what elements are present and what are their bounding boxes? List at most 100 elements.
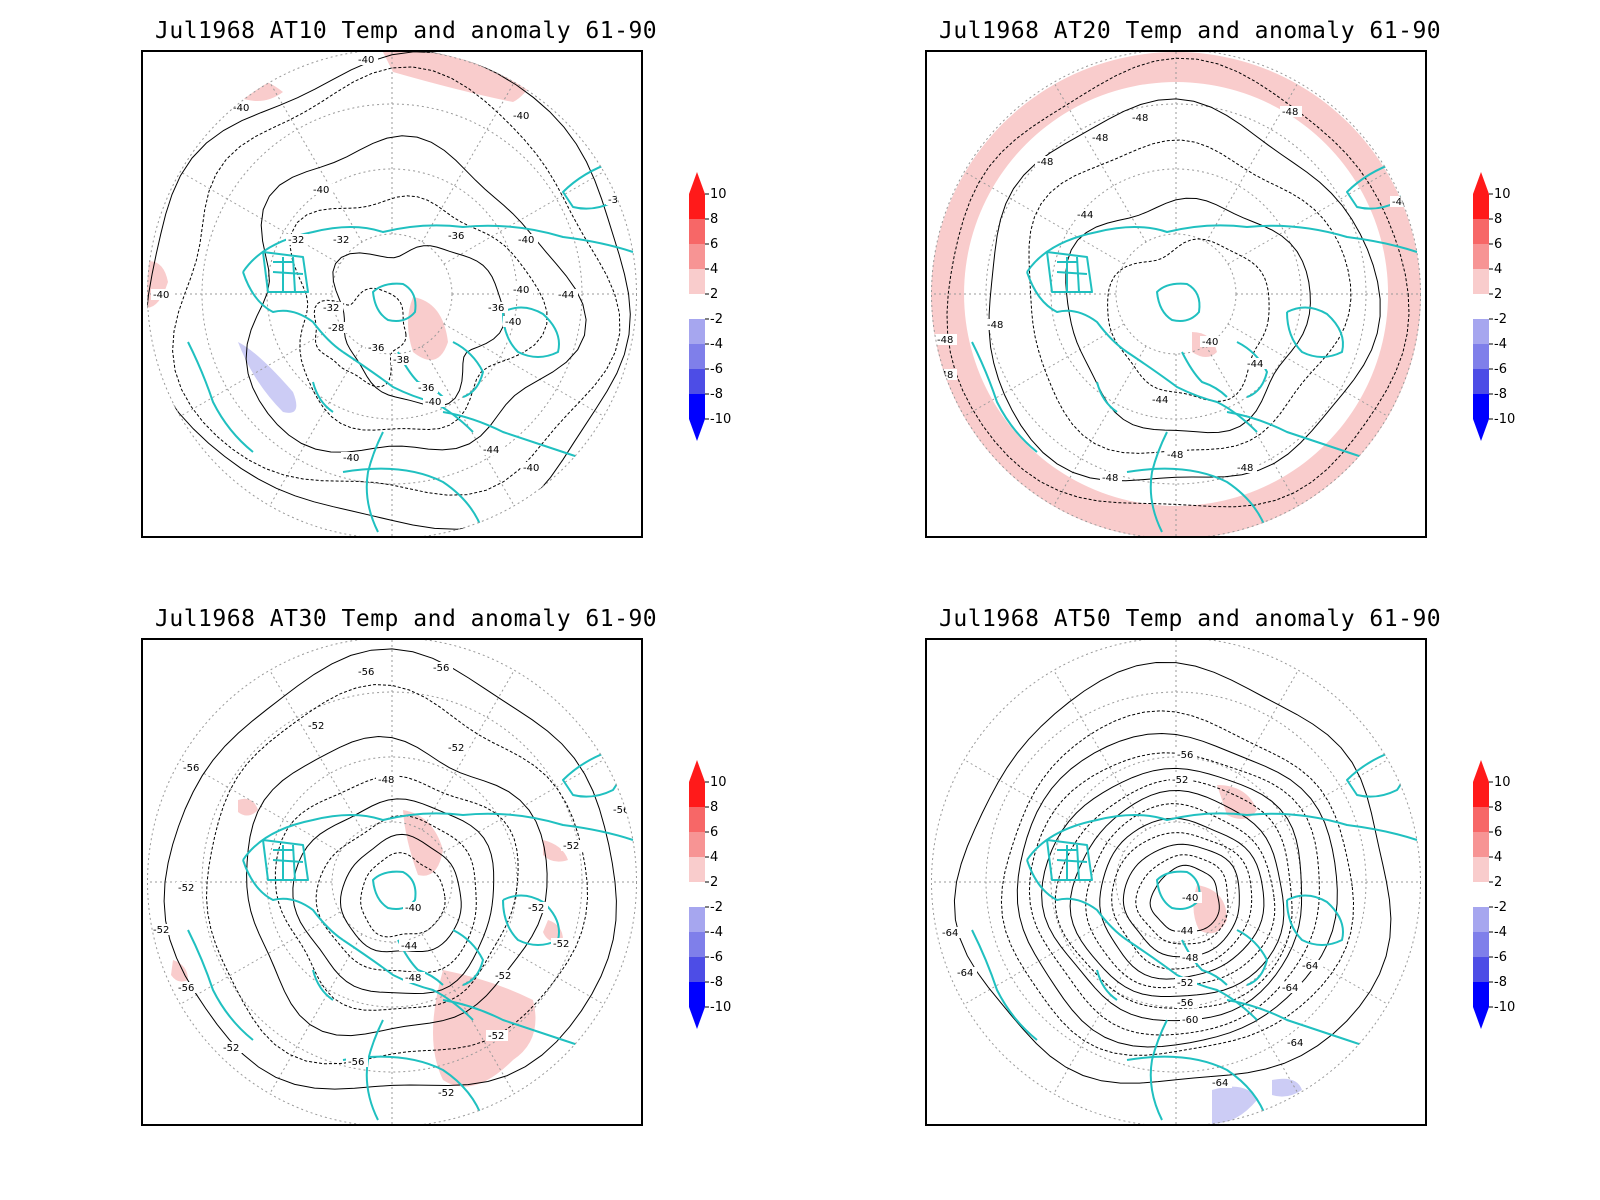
contour-label-bg [1175,977,1197,988]
colorbar-top-arrow [689,760,705,782]
contour-label: -52 [1172,775,1188,786]
temperature-contour [1041,767,1303,1022]
colorbar-label: -2 [1494,900,1507,915]
contour-label-bg [1180,892,1202,903]
contour-label: -40 [343,453,359,464]
coastline [1236,341,1268,398]
contour-label: -44 [401,941,417,952]
contour-label-bg [486,1030,508,1041]
contour-label: -36 [448,231,464,242]
warm-anomaly-region [433,970,536,1087]
coastline [342,467,484,533]
temperature-contour [205,684,589,1065]
contour-label: -32 [288,235,304,246]
contour-label: -48 [1092,133,1108,144]
temperature-contour [1054,778,1293,1009]
colorbar-segment [689,194,705,219]
longitude-gridline [1227,759,1389,853]
coastline [1046,251,1093,293]
colorbar-segment [689,957,705,982]
polar-map-at20: -48 -48 -48 -48 -44 -48 -48 -40 -44 -44 -48 -48 -48 -… [931,52,1421,536]
temperature-contour [245,135,587,453]
cool-anomaly-region [1212,1086,1257,1124]
contour-label-bg [1235,462,1257,473]
warm-anomaly-region [408,297,448,360]
colorbar-label: 4 [710,850,718,865]
contour-label: -44 [1152,395,1168,406]
contour-label: -32 [333,235,349,246]
coastline [1181,351,1228,398]
map-frame-at30: -56 -56 -52 -52 -56 -48 -56 -52 -52 -52 -40 -44 -48 -… [141,638,643,1126]
temperature-contour [1135,854,1229,945]
contour-label: -52 [308,721,324,732]
coastline [1149,431,1168,533]
contour-label: -52 [553,939,569,950]
contour-label-bg [1165,449,1187,460]
temperature-contour [289,195,548,431]
contour-label: -60 [1182,1015,1198,1026]
contour-label-bg [1175,925,1197,936]
contour-label: -52 [1177,978,1193,989]
longitude-gridline [1053,933,1147,1095]
colorbar-label: -10 [1494,412,1515,427]
contour-label-bg [1210,1077,1232,1088]
contour-label-bg [176,882,198,893]
coastline [1156,282,1201,322]
coastline [242,859,344,941]
contour-label: -56 [1177,750,1193,761]
contour-label: -48 [405,973,421,984]
colorbar-segment [1473,907,1489,932]
colorbar-segment [689,807,705,832]
contour-label-bg [1390,196,1412,207]
colorbar-label: -10 [710,1000,731,1015]
contour-label-bg [306,720,328,731]
contour-label-bg [551,938,573,949]
warm-anomaly-region [171,960,188,982]
contour-label: -48 [1167,450,1183,461]
contour-label-bg [326,322,348,333]
temperature-contour [313,287,407,388]
contour-label-bg [1175,997,1197,1008]
contour-label-bg [423,396,445,407]
panel-title-at10: Jul1968 AT10 Temp and anomaly 61-90 [155,18,658,44]
colorbar-label: 10 [1494,775,1511,790]
colorbar-label: 10 [710,187,727,202]
colorbar-segment [1473,807,1489,832]
coastline [1226,999,1408,1061]
contour-label: -64 [942,928,958,939]
contour-label: -44 [1077,210,1093,221]
contour-label-bg [286,234,308,245]
contour-label: -36 [418,383,434,394]
longitude-gridline [443,911,605,1005]
contour-label-bg [1175,749,1197,760]
colorbar-label: 6 [1494,825,1502,840]
temperature-contour [1065,197,1311,434]
temperature-contour [292,798,495,995]
panel-title-at50: Jul1968 AT50 Temp and anomaly 61-90 [939,606,1442,632]
contour-label: -40 [405,903,421,914]
temperature-contour [1016,732,1338,1048]
temperature-contour [360,852,446,938]
coastline [1026,812,1418,861]
colorbar-bottom-arrow [689,419,705,441]
contour-label: -48 [1237,463,1253,474]
colorbar-label: -8 [710,387,723,402]
contour-label-bg [321,302,343,313]
contour-label: -44 [1247,359,1263,370]
colorbar-segment [1473,269,1489,294]
colorbar-label: -4 [1494,337,1507,352]
temperature-contour [1028,752,1320,1036]
colorbar-segment [689,244,705,269]
colorbar-svg: 10 8 6 4 2 -2 -4 -6 -8 -10 [689,172,731,441]
coastline [187,341,254,453]
coastline [242,224,634,273]
colorbar-label: -6 [1494,362,1507,377]
colorbar-segment [1473,832,1489,857]
contour-label-bg [1180,952,1202,963]
colorbar-segment [689,394,705,419]
contour-label: -56 [613,805,629,816]
coastline [272,256,304,293]
colorbar-label: 8 [710,212,718,227]
contour-label: -52 [528,903,544,914]
contour-label: -40 [358,55,374,66]
